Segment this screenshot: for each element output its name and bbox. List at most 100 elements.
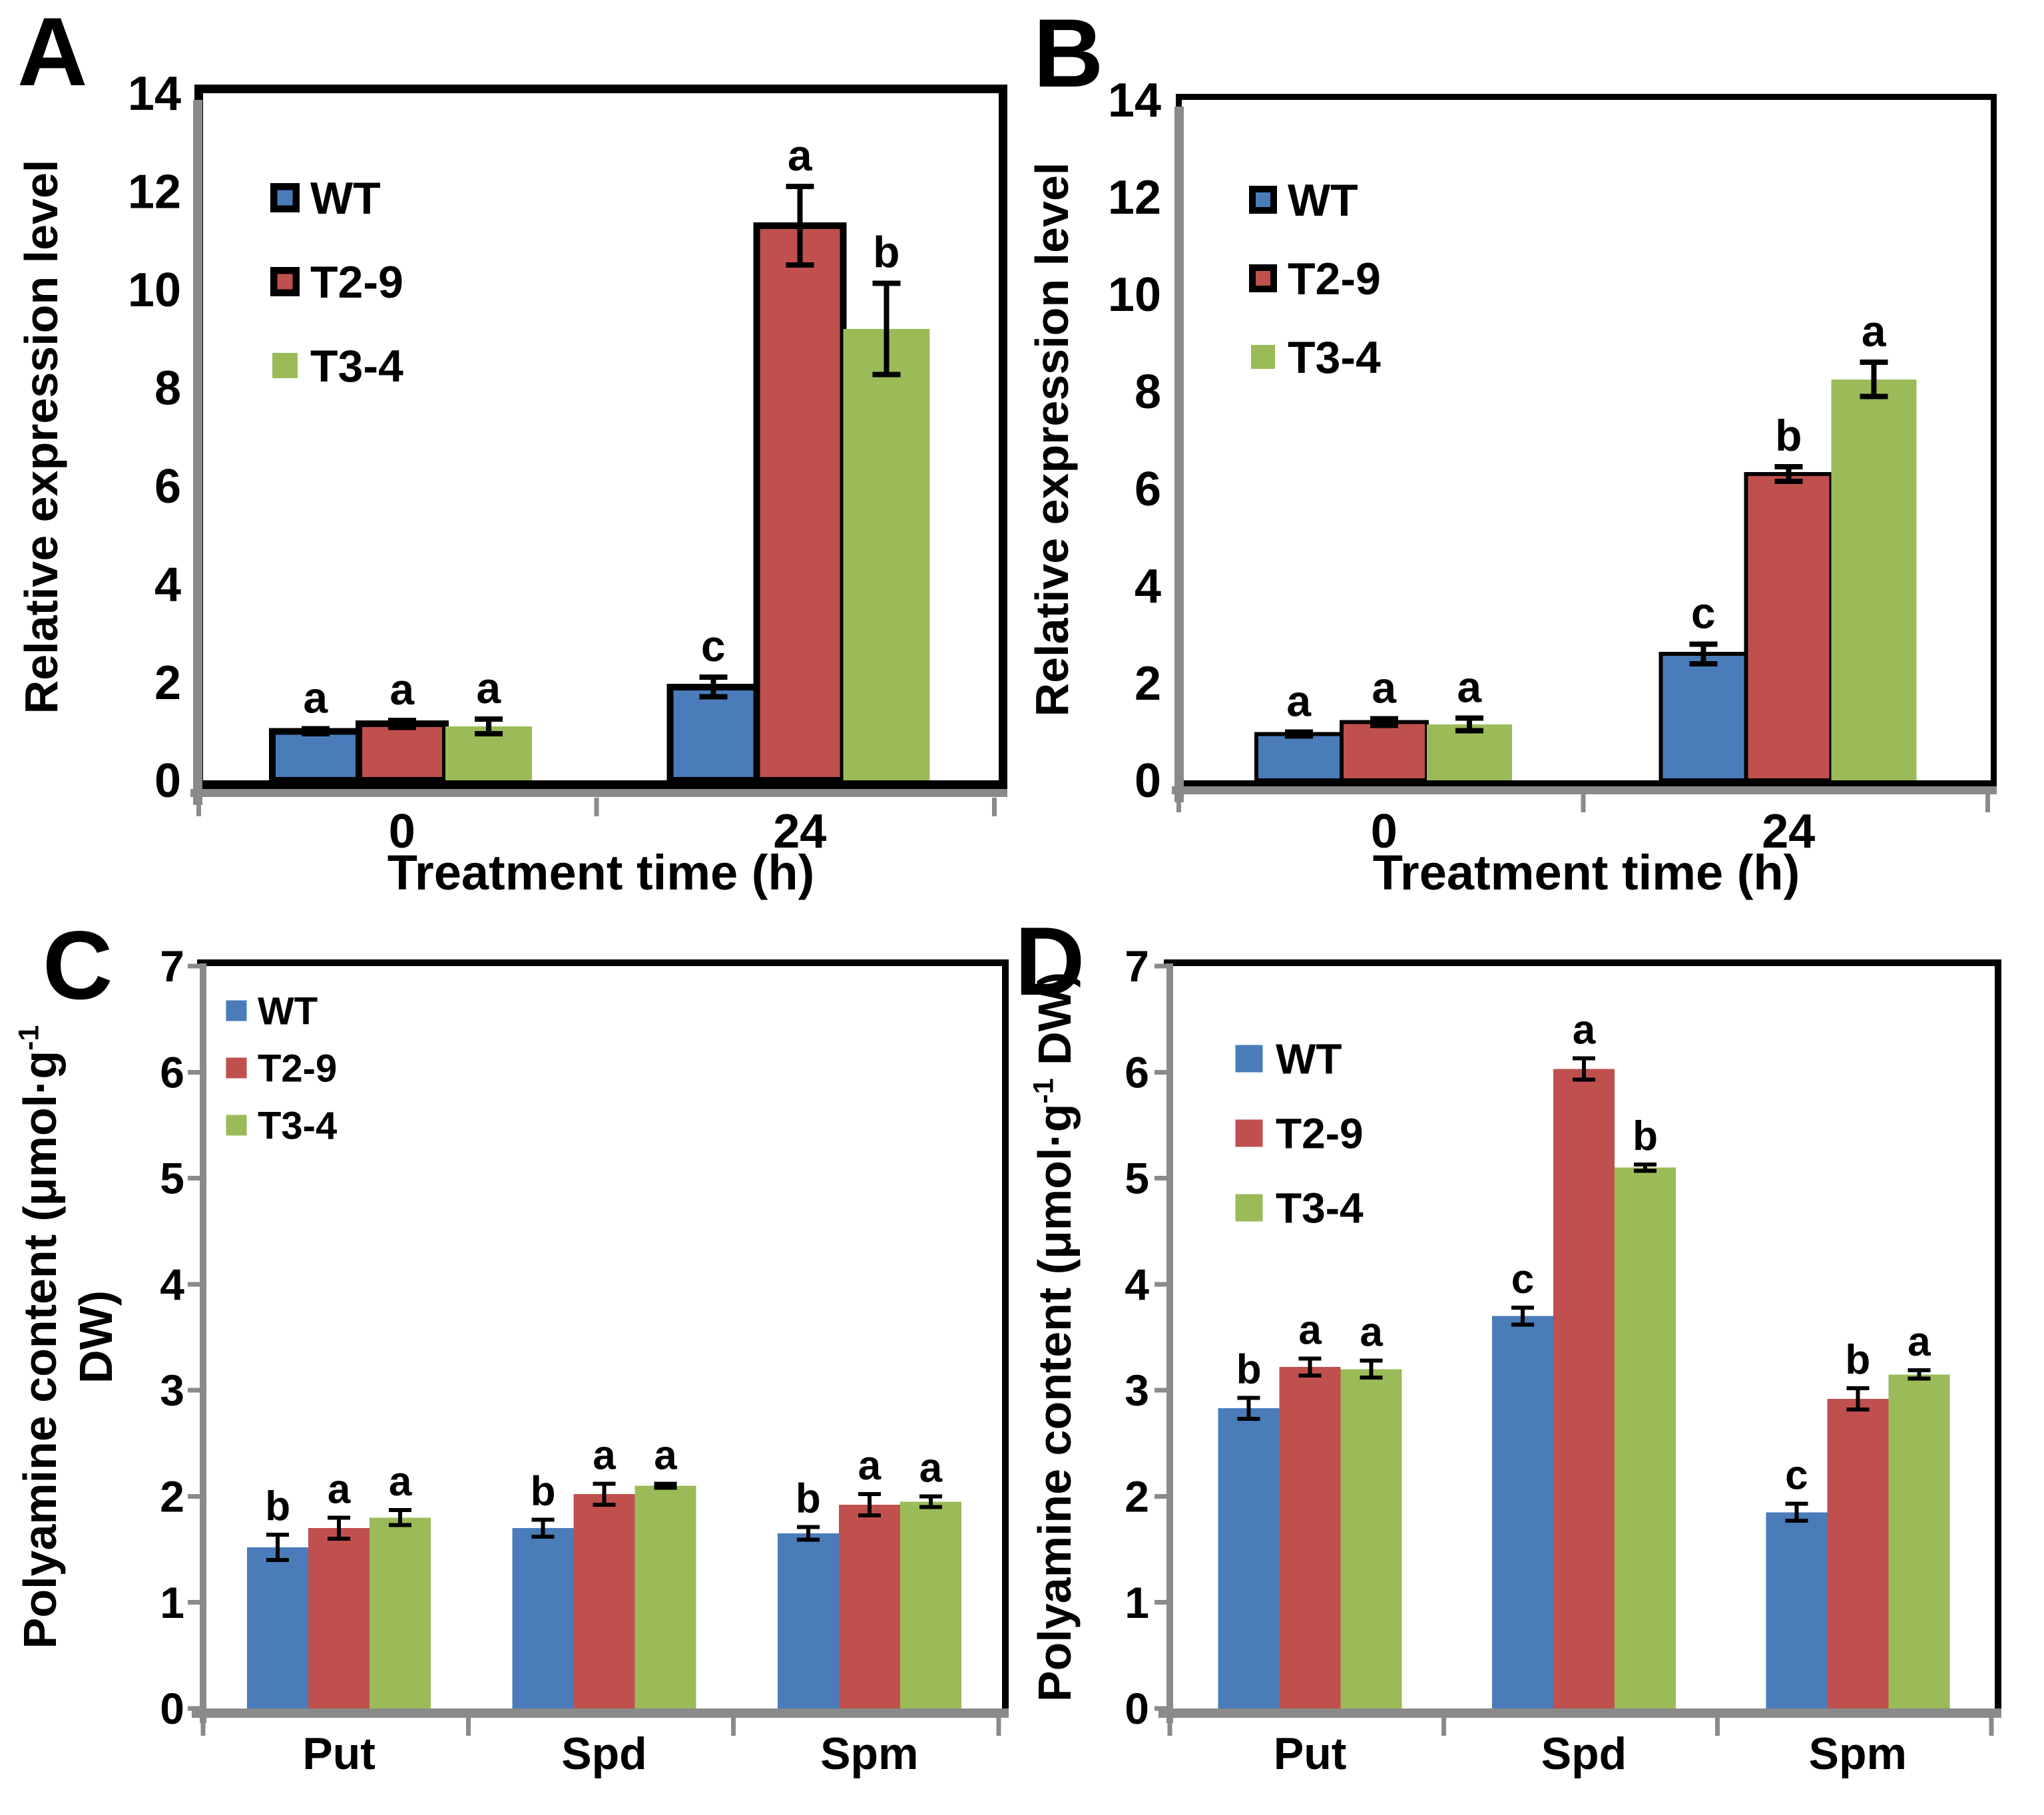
significance-letter: a [593,1432,616,1478]
bar [1766,1512,1828,1708]
y-axis-title: Relative expression level [15,160,67,714]
y-tick-label: 2 [160,1472,184,1521]
legend-swatch [1256,271,1270,286]
bar [1553,1069,1615,1708]
y-axis-line [1174,107,1184,802]
significance-letter: b [796,1476,821,1522]
bar [1827,1398,1889,1708]
x-tick-label: Spm [1809,1728,1907,1779]
significance-letter: a [389,1459,412,1505]
bar [268,728,362,784]
y-axis-title: Relative expression level [1026,162,1078,717]
y-tick-label: 8 [1135,366,1161,419]
significance-letter: a [1298,1307,1322,1353]
significance-letter: b [1845,1337,1870,1383]
bar [635,1485,696,1708]
bar [1340,1369,1402,1708]
significance-letter: a [1360,1310,1383,1356]
legend-swatch [272,353,298,378]
y-tick-label: 1 [1125,1578,1149,1627]
significance-letter: a [654,1432,677,1478]
x-tick-label: Spm [820,1728,918,1779]
bar [573,1494,635,1708]
significance-letter: a [1862,306,1887,356]
significance-letter: b [873,227,899,276]
x-tick-label: Spd [561,1728,646,1779]
y-tick-label: 6 [1125,1047,1149,1097]
significance-letter: a [1457,662,1482,712]
panel-label-d: D [1015,907,1085,1015]
y-axis-line [193,100,202,805]
y-tick-label: 4 [154,558,181,611]
y-tick-label: 12 [128,166,181,219]
y-tick-label: 2 [1125,1472,1149,1521]
y-tick-label: 0 [154,754,181,808]
y-axis-title: Polyamine content (μmol·g-1​ [13,1025,66,1649]
legend-label: WT [310,173,381,224]
y-tick-label: 14 [1108,74,1161,127]
legend-label: T2-9 [1288,254,1381,304]
significance-letter: a [919,1445,943,1491]
bar [838,1505,900,1708]
y-tick-label: 2 [1135,657,1161,710]
legend-label: T3-4 [1276,1184,1364,1232]
x-tick-label: Put [302,1728,376,1779]
significance-letter: b [531,1468,556,1514]
bar [1492,1316,1553,1708]
x-axis-title: Treatment time (h) [1373,845,1800,900]
significance-letter: b [1775,411,1802,460]
bar [370,1517,431,1708]
significance-letter: b [1633,1113,1658,1159]
significance-letter: a [1372,662,1397,712]
legend-swatch [1256,192,1270,207]
significance-letter: c [1511,1256,1534,1302]
x-axis-title: Treatment time (h) [387,845,814,900]
y-axis-line [1166,963,1173,1723]
y-tick-label: 4 [1135,560,1161,613]
legend-swatch [226,1057,247,1079]
x-axis-line [1172,786,1997,794]
legend-label: WT [258,989,318,1033]
bar [247,1547,309,1708]
bar [308,1528,370,1708]
legend-swatch [1235,1119,1263,1147]
legend-swatch [226,1000,247,1021]
bar [1888,1374,1950,1708]
y-tick-label: 4 [160,1260,184,1309]
x-axis-line [192,1708,1009,1718]
panel-label-c: C [43,911,113,1019]
significance-letter: a [389,664,415,714]
significance-letter: a [303,673,328,722]
bar [512,1528,574,1708]
y-tick-label: 10 [1108,268,1161,322]
significance-letter: a [788,130,813,180]
y-tick-label: 3 [1125,1366,1149,1415]
y-tick-label: 4 [1125,1260,1149,1309]
significance-letter: c [1691,589,1716,638]
significance-letter: a [1908,1319,1931,1365]
x-tick-label: 24 [1762,805,1815,858]
y-tick-label: 7 [160,941,184,991]
significance-letter: a [328,1466,351,1512]
legend-label: T2-9 [258,1047,337,1090]
bar [777,1533,839,1708]
bar [1339,720,1429,783]
y-tick-label: 0 [1135,754,1161,808]
significance-letter: a [1573,1007,1596,1053]
significance-letter: c [1785,1453,1808,1499]
legend-swatch [226,1115,247,1136]
y-tick-label: 8 [154,362,181,415]
legend-swatch [1251,345,1275,369]
bar [843,328,930,780]
y-tick-label: 1 [160,1578,184,1627]
bar [1254,732,1344,783]
y-axis-title: DW) [70,1290,122,1384]
x-tick-label: Put [1274,1728,1347,1779]
panel-label-a: A [17,0,87,106]
legend-label: T2-9 [1276,1109,1364,1157]
bar [753,222,847,784]
